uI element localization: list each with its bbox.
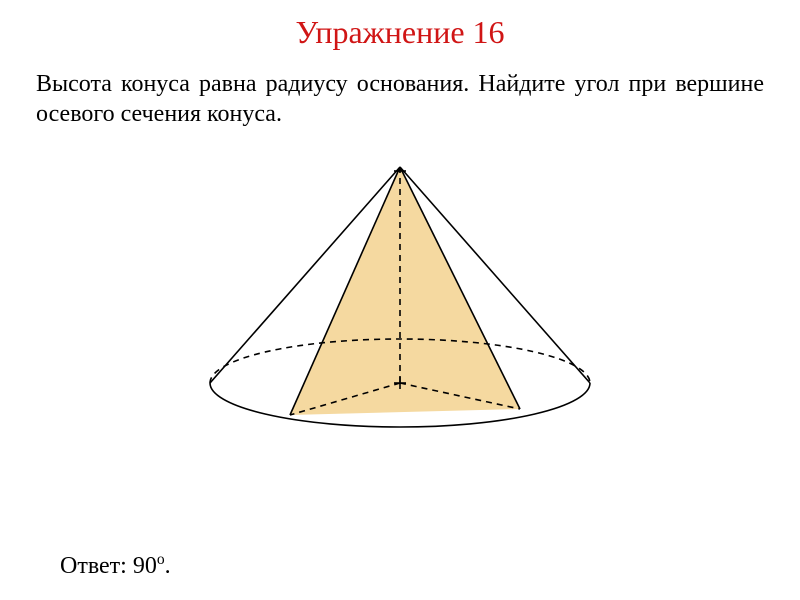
answer-degree-symbol: o bbox=[157, 551, 165, 568]
exercise-title: Упражнение 16 bbox=[0, 14, 800, 51]
answer-value: 90 bbox=[133, 553, 157, 579]
answer-label: Ответ: bbox=[60, 553, 127, 579]
answer-line: Ответ: 90o. bbox=[60, 551, 171, 580]
problem-statement: Высота конуса равна радиусу основания. Н… bbox=[36, 69, 764, 129]
cone-diagram bbox=[190, 147, 610, 452]
